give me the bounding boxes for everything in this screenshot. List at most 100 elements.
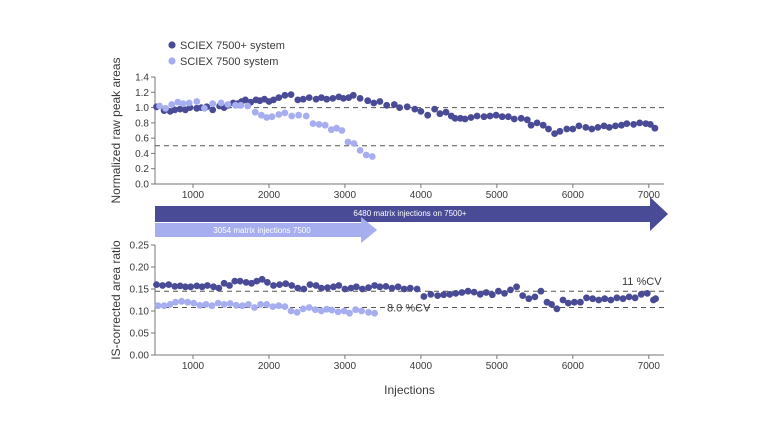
data-point [461, 115, 469, 123]
data-point [305, 94, 313, 101]
data-point [318, 284, 325, 292]
data-point [356, 95, 364, 102]
data-point [281, 91, 289, 99]
arrow-7500-label: 3054 matrix injections 7500 [213, 226, 311, 235]
x-tick-label: 5000 [486, 190, 509, 201]
data-point [545, 125, 552, 133]
data-point [182, 283, 189, 291]
y-tick-label: 1.0 [135, 103, 149, 114]
data-point [338, 127, 346, 134]
data-point [178, 297, 186, 305]
data-point [646, 121, 654, 128]
injection-arrows: 6480 matrix injections on 7500+ 3054 matr… [155, 197, 668, 243]
data-point [618, 121, 625, 129]
data-point [352, 306, 359, 314]
data-point [551, 130, 558, 138]
y-tick-label: 0.8 [135, 118, 149, 129]
data-point [287, 307, 295, 315]
data-point [321, 121, 329, 129]
data-point [446, 290, 454, 298]
data-point [476, 290, 484, 298]
series-sciex-7500plus [153, 91, 659, 138]
data-point [190, 299, 198, 307]
data-point [312, 95, 320, 103]
data-point [383, 101, 391, 109]
data-point [187, 283, 195, 291]
data-point [470, 288, 478, 296]
data-point [334, 308, 342, 316]
data-point [588, 125, 596, 133]
data-point [224, 101, 232, 108]
data-point [605, 124, 613, 131]
y-tick-label: 0.25 [130, 241, 150, 252]
data-point [159, 282, 167, 289]
data-point [358, 307, 365, 315]
data-point [525, 295, 533, 303]
data-point [323, 305, 331, 313]
data-point [559, 296, 567, 304]
x-tick-label: 1000 [182, 361, 205, 372]
data-point [327, 126, 335, 134]
data-point [442, 108, 450, 116]
data-point [201, 104, 208, 112]
y-tick-label: 0.4 [135, 149, 149, 160]
y-tick-label: 0.05 [130, 329, 150, 340]
data-point [294, 96, 302, 104]
data-point [226, 300, 234, 307]
data-point [637, 290, 645, 298]
data-point [293, 308, 301, 316]
x-tick-label: 7000 [638, 361, 661, 372]
x-tick-label: 4000 [410, 190, 433, 201]
data-point [451, 114, 459, 122]
data-point [287, 91, 295, 98]
legend: SCIEX 7500+ system SCIEX 7500 system [168, 40, 285, 68]
data-point [467, 114, 475, 121]
data-point [244, 102, 252, 110]
data-point [248, 279, 255, 287]
data-point [232, 301, 240, 309]
y-axis-label: Normalized raw peak areas [109, 57, 123, 203]
data-point [281, 303, 289, 310]
data-point [417, 108, 425, 115]
data-point [245, 301, 252, 308]
data-point [210, 283, 217, 291]
data-point [350, 140, 358, 147]
data-point [612, 122, 619, 130]
data-point [652, 295, 659, 303]
data-point [613, 294, 621, 302]
y-tick-label: 0.2 [135, 164, 149, 175]
data-point [636, 119, 644, 127]
cv-annotation-7500: 8.0 %CV [387, 302, 431, 314]
data-point [601, 295, 609, 303]
data-point [202, 301, 210, 308]
data-point [329, 95, 337, 102]
data-point [368, 153, 376, 160]
data-point [172, 298, 179, 306]
data-point [595, 296, 603, 304]
data-point [564, 299, 572, 307]
data-point [349, 91, 357, 99]
data-point [215, 284, 223, 292]
legend-marker [168, 41, 176, 49]
data-point [268, 113, 276, 121]
data-point [434, 292, 441, 299]
data-point [275, 111, 283, 118]
data-point [571, 298, 578, 306]
y-tick-label: 0.20 [130, 263, 150, 274]
data-point [214, 299, 222, 307]
data-point [185, 99, 193, 107]
data-point [231, 277, 239, 285]
data-point [501, 290, 508, 297]
data-point [495, 287, 502, 295]
arrow-7500 [155, 217, 378, 243]
data-point [156, 102, 164, 110]
data-point [492, 111, 500, 119]
x-tick-label: 5000 [486, 361, 509, 372]
data-point [236, 277, 244, 285]
data-point [396, 104, 403, 111]
data-point [344, 138, 352, 146]
data-point [440, 291, 448, 299]
y-tick-label: 0.15 [130, 285, 150, 296]
y-tick-label: 1.4 [135, 73, 149, 84]
